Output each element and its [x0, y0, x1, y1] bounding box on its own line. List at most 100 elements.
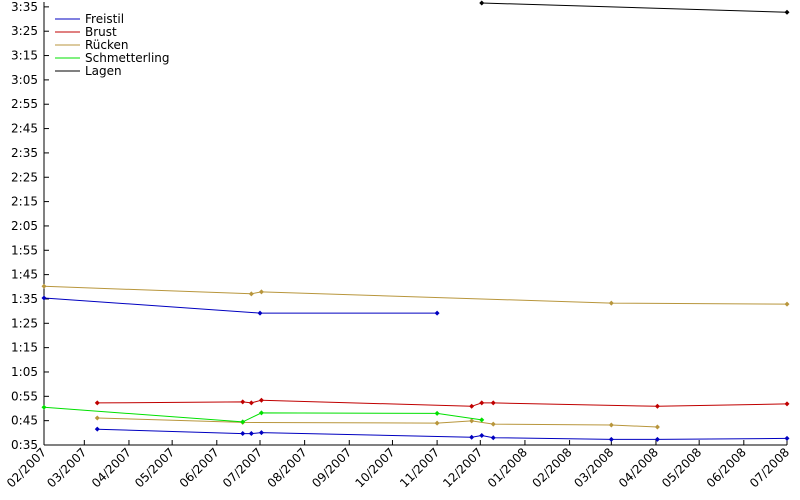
data-point: [469, 434, 475, 440]
legend-item: Lagen: [55, 64, 122, 78]
data-point: [41, 283, 47, 289]
data-point: [240, 431, 246, 437]
data-point: [479, 0, 485, 6]
x-tick-label: 03/2008: [571, 445, 616, 490]
series-rücken: [41, 283, 790, 307]
data-point: [784, 401, 790, 407]
data-point: [41, 295, 47, 301]
data-point: [469, 403, 475, 409]
series-line: [97, 428, 788, 440]
x-tick-label: 02/2008: [530, 445, 575, 490]
series-schmetterling: [41, 404, 485, 425]
data-point: [608, 436, 614, 442]
x-tick-label: 05/2007: [132, 445, 177, 490]
series-line: [97, 399, 788, 407]
legend-item: Rücken: [55, 38, 129, 52]
y-tick-label: 1:55: [11, 243, 38, 257]
data-point: [479, 433, 485, 439]
x-tick-label: 07/2007: [220, 445, 265, 490]
y-tick-label: 1:15: [11, 341, 38, 355]
data-point: [784, 301, 790, 307]
legend-label: Rücken: [85, 38, 129, 52]
data-point: [469, 418, 475, 424]
data-point: [784, 9, 790, 15]
y-tick-label: 0:45: [11, 414, 38, 428]
data-point: [434, 420, 440, 426]
legend-label: Schmetterling: [85, 51, 170, 65]
y-tick-label: 1:35: [11, 292, 38, 306]
series-line: [481, 2, 788, 13]
data-point: [41, 404, 47, 410]
legend-item: Freistil: [55, 12, 124, 26]
x-tick-label: 09/2007: [309, 445, 354, 490]
data-point: [94, 400, 100, 406]
data-point: [654, 436, 660, 442]
x-tick-label: 06/2008: [704, 445, 749, 490]
x-tick-label: 07/2008: [747, 445, 792, 490]
data-point: [94, 415, 100, 421]
x-tick-label: 12/2007: [440, 445, 485, 490]
y-tick-label: 2:05: [11, 219, 38, 233]
data-point: [479, 400, 485, 406]
data-point: [479, 417, 485, 423]
axes: 3:35 3:25 3:15 3:05 2:55 2:45 2:35 2:25 2:15 2:05…: [4, 0, 792, 490]
legend-label: Freistil: [85, 12, 124, 26]
data-point: [258, 289, 264, 295]
data-point: [258, 430, 264, 436]
y-tick-label: 3:15: [11, 49, 38, 63]
data-point: [258, 397, 264, 403]
y-tick-label: 2:55: [11, 97, 38, 111]
data-point: [94, 426, 100, 432]
legend-item: Brust: [55, 25, 117, 39]
y-tick-label: 2:35: [11, 146, 38, 160]
x-tick-label: 01/2008: [485, 445, 530, 490]
legend-label: Brust: [85, 25, 117, 39]
x-tick-label: 10/2007: [352, 445, 397, 490]
y-tick-label: 3:35: [11, 0, 38, 14]
data-point: [434, 310, 440, 316]
data-point: [654, 403, 660, 409]
series-freistil: [94, 426, 790, 442]
x-tick-label: 04/2008: [616, 445, 661, 490]
y-tick-label: 3:25: [11, 24, 38, 38]
data-point: [248, 400, 254, 406]
x-tick-label: 05/2008: [659, 445, 704, 490]
x-tick-label: 06/2007: [177, 445, 222, 490]
data-point: [608, 300, 614, 306]
y-tick-label: 0:55: [11, 389, 38, 403]
y-tick-label: 3:05: [11, 73, 38, 87]
data-point: [784, 435, 790, 441]
data-point: [490, 421, 496, 427]
data-point: [240, 399, 246, 405]
data-point: [490, 435, 496, 441]
series-line: [97, 417, 658, 428]
data-point: [257, 310, 263, 316]
y-tick-label: 2:25: [11, 170, 38, 184]
series-line: [43, 285, 788, 305]
legend-label: Lagen: [85, 64, 122, 78]
data-point: [248, 431, 254, 437]
series-freistil: [41, 295, 440, 316]
legend-item: Schmetterling: [55, 51, 170, 65]
data-point: [258, 410, 264, 416]
x-tick-label: 04/2007: [89, 445, 134, 490]
y-tick-label: 0:35: [11, 438, 38, 452]
x-tick-label: 08/2007: [265, 445, 310, 490]
series-layer: [41, 0, 790, 442]
data-point: [654, 424, 660, 430]
y-tick-label: 2:15: [11, 195, 38, 209]
y-tick-label: 1:45: [11, 268, 38, 282]
series-brust: [94, 397, 790, 409]
data-point: [608, 422, 614, 428]
y-tick-label: 2:45: [11, 122, 38, 136]
y-tick-label: 1:25: [11, 316, 38, 330]
series-line: [43, 406, 482, 423]
data-point: [240, 419, 246, 425]
y-tick-label: 1:05: [11, 365, 38, 379]
x-tick-label: 03/2007: [44, 445, 89, 490]
series-line: [43, 297, 438, 314]
x-tick-label: 11/2007: [397, 445, 442, 490]
data-point: [248, 291, 254, 297]
